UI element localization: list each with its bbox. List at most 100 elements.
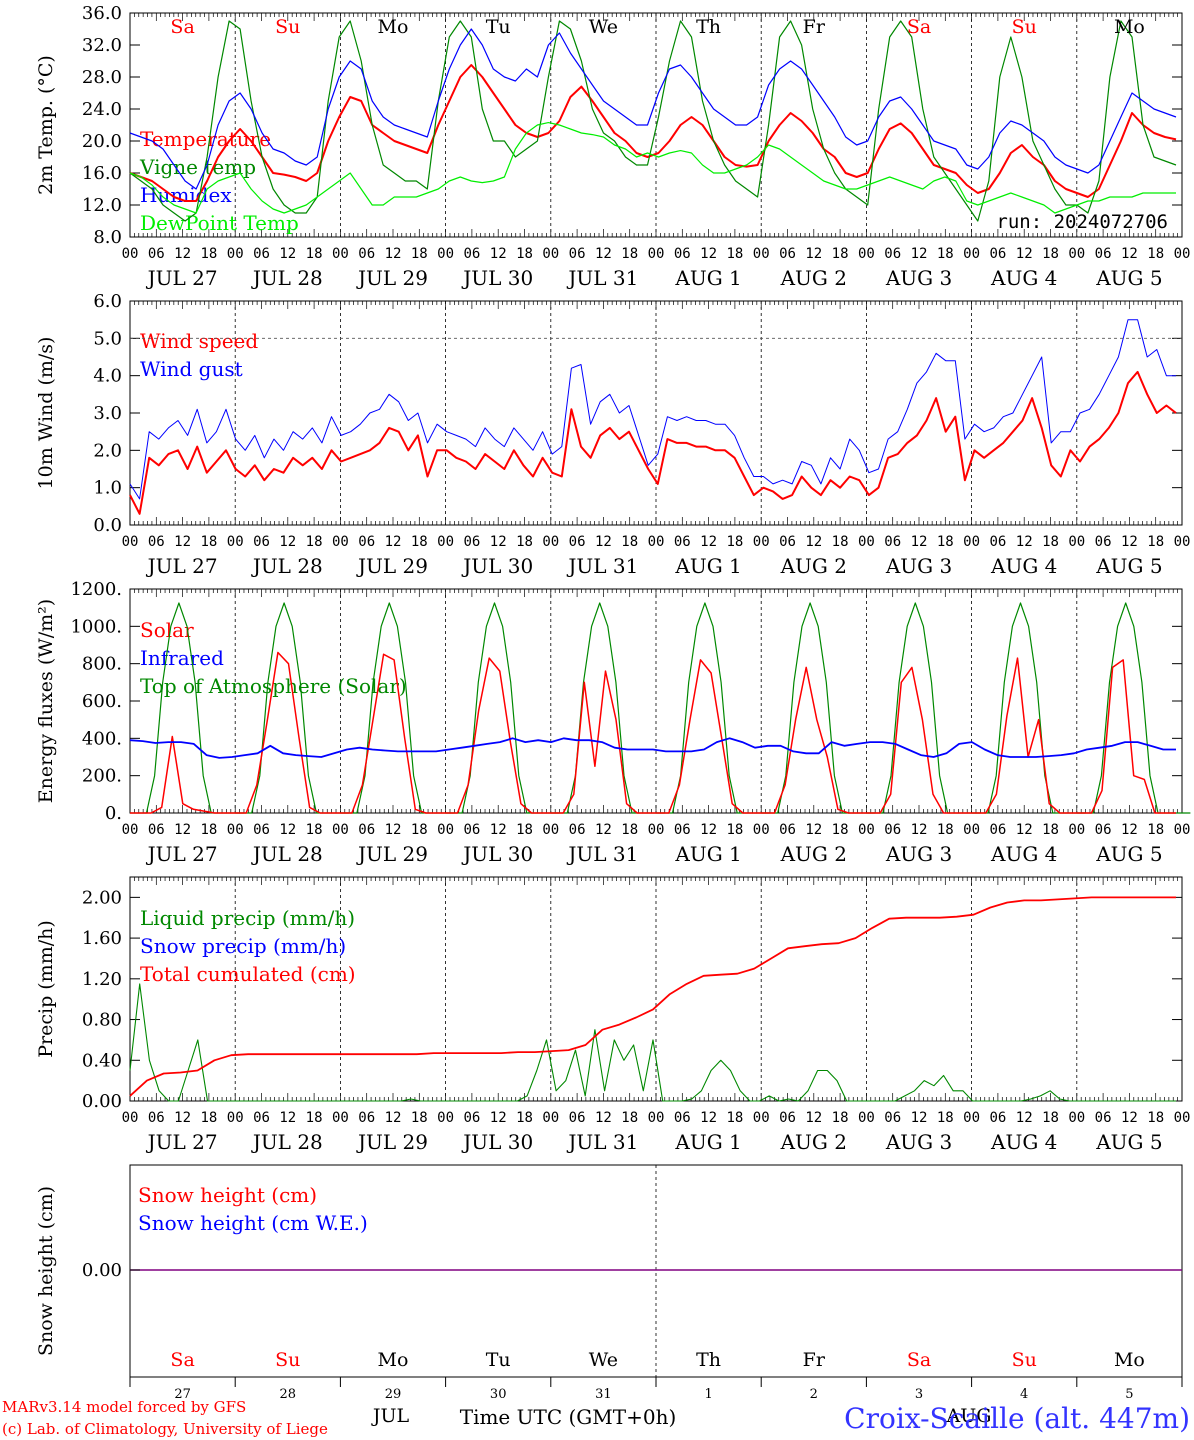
date-label: AUG 1 [674, 266, 741, 290]
hour-tick-label: 18 [411, 534, 428, 550]
hour-tick-label: 06 [463, 246, 480, 262]
y-tick-label: 1.0 [93, 478, 122, 499]
y-tick-label: 2.00 [82, 887, 122, 908]
hour-tick-label: 00 [1068, 246, 1085, 262]
hour-tick-label: 12 [279, 1110, 296, 1126]
hour-tick-label: 18 [1147, 246, 1164, 262]
hour-tick-label: 18 [1042, 1110, 1059, 1126]
date-label: JUL 30 [461, 842, 533, 866]
plot-frame [129, 588, 1183, 814]
hour-tick-label: 06 [884, 1110, 901, 1126]
y-tick-label: 24.0 [82, 99, 122, 120]
y-tick-label: 0.40 [82, 1050, 122, 1071]
hour-tick-label: 18 [832, 534, 849, 550]
date-label: AUG 4 [990, 554, 1057, 578]
legend-entry: Wind speed [140, 329, 258, 353]
day-name-bottom: Sa [907, 1349, 931, 1371]
series-line [129, 121, 1176, 214]
day-name-top: Fr [803, 16, 826, 38]
hour-tick-label: 12 [279, 534, 296, 550]
hour-tick-label: 18 [306, 822, 323, 838]
series-line [656, 602, 770, 814]
series-line [129, 64, 1177, 202]
hour-tick-label: 00 [227, 822, 244, 838]
hour-tick-label: 00 [437, 1110, 454, 1126]
date-label: AUG 3 [885, 266, 952, 290]
hour-tick-label: 18 [937, 246, 954, 262]
hour-tick-label: 06 [1095, 1110, 1112, 1126]
date-label: JUL 30 [461, 554, 533, 578]
month-label-left: JUL [371, 1405, 410, 1427]
hour-tick-label: 06 [674, 534, 691, 550]
hour-tick-label: 12 [1121, 822, 1138, 838]
y-tick-label: 36.0 [82, 3, 122, 24]
date-label: AUG 3 [885, 554, 952, 578]
hour-tick-label: 00 [542, 1110, 559, 1126]
hour-tick-label: 18 [516, 246, 533, 262]
day-number: 1 [704, 1387, 712, 1402]
date-label: JUL 29 [356, 1130, 428, 1154]
hour-tick-label: 06 [1095, 534, 1112, 550]
day-name-top: Th [696, 16, 721, 38]
hour-tick-label: 00 [542, 246, 559, 262]
hour-tick-label: 00 [648, 246, 665, 262]
hour-tick-label: 00 [648, 534, 665, 550]
hour-tick-label: 00 [1174, 1110, 1191, 1126]
hour-tick-label: 12 [805, 1110, 822, 1126]
hour-tick-label: 18 [832, 822, 849, 838]
hour-tick-label: 06 [674, 1110, 691, 1126]
hour-tick-label: 12 [595, 534, 612, 550]
hour-tick-label: 06 [148, 246, 165, 262]
y-tick-label: 28.0 [82, 67, 122, 88]
y-tick-label: 800. [82, 654, 122, 675]
date-label: JUL 27 [146, 266, 218, 290]
hour-tick-label: 06 [569, 246, 586, 262]
series-line [129, 20, 1177, 222]
hour-tick-label: 00 [332, 822, 349, 838]
hour-tick-label: 18 [726, 534, 743, 550]
hour-tick-label: 12 [174, 246, 191, 262]
hour-tick-label: 00 [227, 534, 244, 550]
date-label: JUL 29 [356, 842, 428, 866]
hour-tick-label: 00 [648, 1110, 665, 1126]
series-line [235, 602, 349, 814]
series-line [866, 602, 980, 814]
y-tick-label: 16.0 [82, 163, 122, 184]
day-name-bottom: Mo [378, 1349, 409, 1371]
hour-tick-label: 12 [174, 822, 191, 838]
legend-entry: Humidex [140, 183, 232, 207]
y-tick-label: 1200. [70, 579, 122, 600]
date-label: AUG 5 [1095, 842, 1162, 866]
hour-tick-label: 12 [805, 822, 822, 838]
day-number: 27 [174, 1387, 191, 1402]
hour-tick-label: 18 [411, 1110, 428, 1126]
hour-tick-label: 12 [1121, 246, 1138, 262]
hour-tick-label: 12 [385, 1110, 402, 1126]
hour-tick-label: 06 [253, 1110, 270, 1126]
legend-entry: Temperature [140, 127, 271, 151]
hour-tick-label: 00 [437, 822, 454, 838]
day-name-top: Sa [170, 16, 194, 38]
day-name-bottom: Sa [170, 1349, 194, 1371]
day-number: 2 [810, 1387, 818, 1402]
hour-tick-label: 00 [122, 534, 139, 550]
date-label: AUG 5 [1095, 1130, 1162, 1154]
hour-tick-label: 18 [621, 1110, 638, 1126]
hour-tick-label: 12 [1016, 1110, 1033, 1126]
hour-tick-label: 06 [779, 246, 796, 262]
hour-tick-label: 06 [253, 534, 270, 550]
series-line [129, 983, 1176, 1102]
hour-tick-label: 00 [227, 246, 244, 262]
y-tick-label: 20.0 [82, 131, 122, 152]
hour-tick-label: 00 [1174, 246, 1191, 262]
date-label: JUL 31 [566, 266, 638, 290]
date-label: JUL 30 [461, 266, 533, 290]
y-tick-label: 8.0 [93, 227, 122, 248]
day-number: 30 [490, 1387, 507, 1402]
y-tick-label: 1.20 [82, 969, 122, 990]
hour-tick-label: 18 [726, 1110, 743, 1126]
legend-entry: Infrared [140, 646, 224, 670]
date-label: JUL 31 [566, 842, 638, 866]
hour-tick-label: 06 [989, 1110, 1006, 1126]
hour-tick-label: 18 [832, 1110, 849, 1126]
